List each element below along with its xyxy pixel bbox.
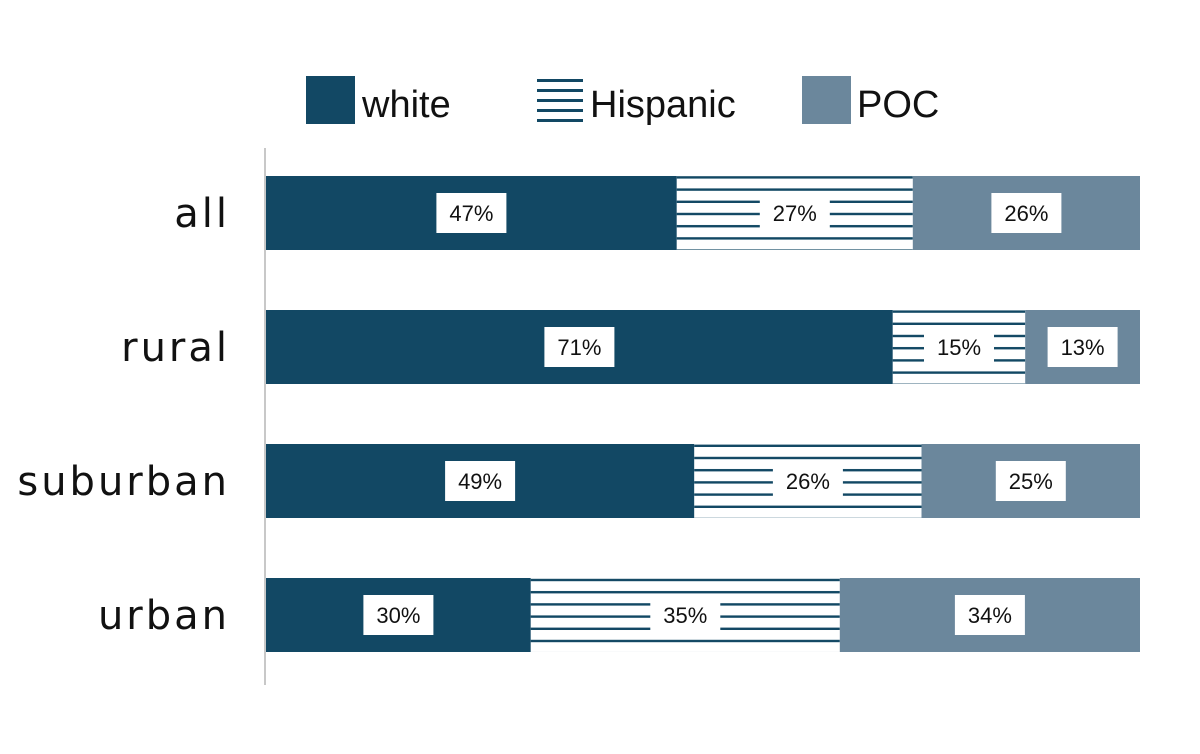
data-label: 47% (449, 201, 493, 226)
bar-row-all: 47% 27% 26% (266, 176, 1140, 250)
legend-swatch-line (537, 89, 583, 92)
bar-row-rural: 71% 15% 13% (266, 310, 1140, 384)
data-label: 30% (376, 603, 420, 628)
legend-swatch (537, 79, 583, 122)
legend-label: POC (857, 84, 939, 126)
legend-swatch-line (537, 119, 583, 122)
legend-swatch-line (537, 109, 583, 112)
data-label: 13% (1061, 335, 1105, 360)
data-label: 27% (773, 201, 817, 226)
legend-swatch (306, 76, 355, 124)
data-label: 25% (1009, 469, 1053, 494)
data-label: 35% (663, 603, 707, 628)
legend-item-hispanic: Hispanic (537, 79, 736, 126)
data-label: 49% (458, 469, 502, 494)
bars: 47% 27% 26% 71% 15% 13% 49% 26% 25% 30% 35% 34% (266, 176, 1140, 652)
data-label: 34% (968, 603, 1012, 628)
category-label-urban: urban (98, 593, 230, 639)
data-label: 26% (786, 469, 830, 494)
data-label-box (924, 327, 994, 367)
legend-swatch-line (537, 99, 583, 102)
bar-row-suburban: 49% 26% 25% (266, 444, 1140, 518)
data-label-box (445, 461, 516, 501)
legend-swatch (802, 76, 851, 124)
category-labels: all rural suburban urban (17, 191, 230, 639)
data-label-box (759, 193, 830, 233)
category-label-all: all (174, 191, 230, 237)
legend: white Hispanic POC (306, 76, 939, 126)
category-label-suburban: suburban (17, 459, 230, 505)
data-label-box (436, 193, 507, 233)
legend-item-poc: POC (802, 76, 939, 126)
legend-label: Hispanic (590, 84, 736, 126)
legend-label: white (361, 84, 451, 126)
legend-swatch-line (537, 79, 583, 82)
data-label-box (650, 595, 721, 635)
data-label: 26% (1004, 201, 1048, 226)
category-label-rural: rural (121, 325, 230, 371)
bar-row-urban: 30% 35% 34% (266, 578, 1140, 652)
data-label-box (772, 461, 843, 501)
data-label: 71% (557, 335, 601, 360)
legend-item-white: white (306, 76, 451, 126)
data-label-box (544, 327, 615, 367)
data-label-box (954, 595, 1025, 635)
data-label: 15% (937, 335, 981, 360)
data-label-box (991, 193, 1062, 233)
data-label-box (363, 595, 434, 635)
data-label-box (1047, 327, 1118, 367)
data-label-box (995, 461, 1066, 501)
